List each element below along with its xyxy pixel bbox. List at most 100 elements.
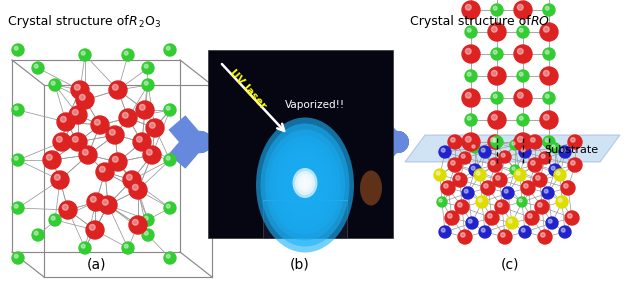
Circle shape [519, 116, 523, 120]
Circle shape [146, 149, 152, 155]
Circle shape [565, 211, 579, 225]
Circle shape [544, 189, 548, 193]
Circle shape [448, 135, 462, 149]
Circle shape [142, 214, 154, 226]
Ellipse shape [265, 130, 345, 240]
Circle shape [32, 229, 44, 241]
Circle shape [540, 67, 558, 85]
Circle shape [465, 4, 471, 10]
Circle shape [472, 145, 475, 148]
Circle shape [571, 161, 575, 165]
Circle shape [481, 148, 485, 152]
Circle shape [543, 4, 555, 16]
Circle shape [82, 149, 88, 155]
Circle shape [57, 136, 62, 142]
Text: Crystal structure of: Crystal structure of [8, 15, 133, 28]
Circle shape [564, 184, 568, 188]
Circle shape [512, 167, 515, 170]
Circle shape [519, 28, 523, 32]
Circle shape [540, 23, 558, 41]
Circle shape [568, 135, 582, 149]
Circle shape [504, 189, 508, 193]
Circle shape [559, 146, 571, 158]
Circle shape [467, 28, 471, 32]
Circle shape [531, 161, 535, 165]
Circle shape [568, 158, 582, 172]
Text: (c): (c) [501, 258, 519, 272]
Circle shape [491, 4, 503, 16]
Circle shape [109, 81, 127, 99]
Circle shape [124, 51, 128, 55]
Circle shape [166, 156, 170, 160]
Circle shape [474, 169, 486, 181]
Circle shape [164, 202, 176, 214]
Circle shape [501, 153, 505, 157]
Circle shape [72, 109, 78, 115]
Circle shape [112, 84, 118, 90]
Circle shape [89, 224, 95, 230]
Circle shape [164, 104, 176, 116]
Circle shape [545, 138, 549, 142]
Circle shape [69, 106, 87, 124]
Circle shape [59, 201, 77, 219]
Circle shape [14, 204, 18, 208]
Circle shape [531, 138, 535, 142]
Circle shape [443, 184, 448, 188]
Text: Substrate: Substrate [544, 145, 598, 155]
Bar [263, 200, 347, 238]
Circle shape [488, 67, 506, 85]
Circle shape [545, 94, 549, 98]
Circle shape [106, 126, 124, 144]
Circle shape [71, 81, 89, 99]
Circle shape [164, 154, 176, 166]
Circle shape [493, 138, 497, 142]
Circle shape [12, 252, 24, 264]
Circle shape [533, 173, 547, 187]
Circle shape [517, 136, 523, 142]
Circle shape [465, 93, 471, 98]
Circle shape [164, 252, 176, 264]
Circle shape [517, 114, 529, 126]
Circle shape [514, 45, 532, 63]
Circle shape [491, 48, 503, 60]
Circle shape [488, 23, 506, 41]
Circle shape [448, 158, 462, 172]
Circle shape [96, 163, 114, 181]
Circle shape [548, 219, 552, 223]
Circle shape [12, 202, 24, 214]
Circle shape [99, 166, 105, 172]
Circle shape [502, 187, 514, 199]
Ellipse shape [283, 153, 327, 217]
Circle shape [72, 136, 78, 142]
Text: $_2$O$_3$: $_2$O$_3$ [138, 15, 161, 30]
Circle shape [53, 133, 71, 151]
Circle shape [462, 1, 480, 19]
Circle shape [493, 173, 507, 187]
Circle shape [476, 171, 480, 175]
Circle shape [166, 46, 170, 50]
Circle shape [559, 226, 571, 238]
Circle shape [543, 26, 549, 32]
Circle shape [437, 197, 447, 207]
Ellipse shape [274, 142, 336, 229]
Circle shape [12, 154, 24, 166]
Circle shape [501, 233, 505, 237]
Circle shape [488, 158, 502, 172]
Circle shape [517, 70, 529, 82]
Circle shape [543, 70, 549, 76]
Circle shape [35, 231, 38, 235]
Circle shape [458, 230, 472, 244]
Circle shape [491, 136, 503, 148]
Circle shape [519, 72, 523, 76]
Circle shape [485, 211, 499, 225]
Circle shape [499, 151, 511, 163]
Circle shape [456, 176, 460, 180]
Circle shape [94, 119, 100, 125]
Circle shape [517, 26, 529, 38]
Circle shape [465, 26, 477, 38]
Circle shape [62, 204, 68, 210]
Ellipse shape [300, 177, 310, 189]
Circle shape [538, 230, 552, 244]
Ellipse shape [278, 148, 332, 222]
Circle shape [517, 48, 523, 54]
